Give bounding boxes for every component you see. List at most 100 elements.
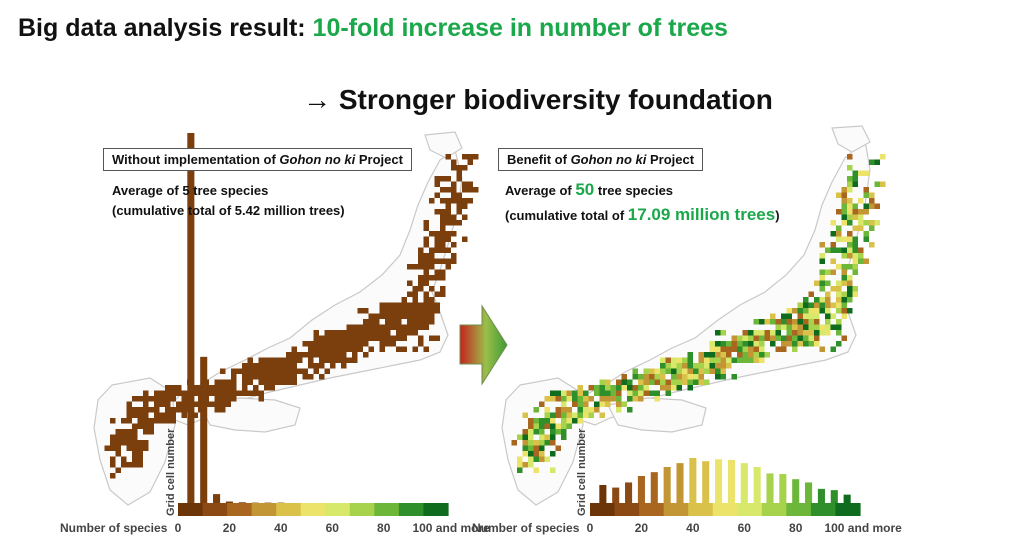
right-map-cell bbox=[687, 374, 693, 380]
left-map-cell bbox=[418, 324, 424, 330]
right-map-cell bbox=[704, 357, 710, 363]
left-map-cell bbox=[132, 429, 138, 435]
left-map-cell bbox=[363, 335, 369, 341]
right-histogram-scale-segment bbox=[823, 503, 837, 516]
right-map-cell bbox=[858, 198, 864, 204]
left-map-cell bbox=[231, 390, 237, 396]
left-map-cell bbox=[412, 330, 418, 336]
right-map-cell bbox=[830, 302, 836, 308]
left-map-cell bbox=[137, 407, 143, 413]
right-map-cell bbox=[555, 412, 561, 418]
right-map-cell bbox=[874, 181, 880, 187]
right-map-cell bbox=[616, 401, 622, 407]
left-map-cell bbox=[225, 385, 231, 391]
right-map-cell bbox=[671, 357, 677, 363]
left-map-cell bbox=[330, 335, 336, 341]
right-map-cell bbox=[704, 363, 710, 369]
left-histogram bbox=[178, 133, 449, 516]
left-histogram-bar bbox=[200, 356, 208, 503]
left-map-cell bbox=[374, 319, 380, 325]
right-map-cell bbox=[825, 297, 831, 303]
right-map-cell bbox=[863, 209, 869, 215]
right-map-cell bbox=[643, 374, 649, 380]
title-highlight: 10-fold increase in number of trees bbox=[312, 14, 728, 42]
left-map-cell bbox=[418, 286, 424, 292]
right-map-cell bbox=[825, 302, 831, 308]
left-map-cell bbox=[401, 308, 407, 314]
right-map-cell bbox=[819, 280, 825, 286]
left-map-cell bbox=[385, 313, 391, 319]
right-map-cell bbox=[632, 396, 638, 402]
left-histogram-scale-segment bbox=[349, 503, 363, 516]
left-map-cell bbox=[209, 385, 215, 391]
right-map-cell bbox=[715, 352, 721, 358]
right-map-cell bbox=[830, 231, 836, 237]
left-map-cell bbox=[412, 346, 418, 352]
left-map-cell bbox=[440, 242, 446, 248]
left-map-cell bbox=[115, 429, 121, 435]
left-map-cell bbox=[264, 357, 270, 363]
right-total-value: 17.09 million trees bbox=[627, 205, 776, 224]
left-map-cell bbox=[231, 385, 237, 391]
right-map-cell bbox=[698, 379, 704, 385]
left-map-cell bbox=[368, 346, 374, 352]
right-map-cell bbox=[654, 390, 660, 396]
right-map-cell bbox=[841, 187, 847, 193]
right-map-cell bbox=[715, 363, 721, 369]
right-map-cell bbox=[830, 313, 836, 319]
left-map-cell bbox=[357, 330, 363, 336]
left-map-cell bbox=[258, 368, 264, 374]
right-map-cell bbox=[665, 363, 671, 369]
right-map-cell bbox=[627, 379, 633, 385]
right-histogram-scale-segment bbox=[675, 503, 689, 516]
right-map-cell bbox=[786, 313, 792, 319]
right-map-cell bbox=[847, 198, 853, 204]
left-map-cell bbox=[412, 313, 418, 319]
right-map-cell bbox=[539, 434, 545, 440]
left-map-cell bbox=[143, 396, 149, 402]
right-map-cell bbox=[874, 220, 880, 226]
right-map-cell bbox=[803, 341, 809, 347]
left-map-cell bbox=[154, 390, 160, 396]
right-map-cell bbox=[522, 434, 528, 440]
left-map-cell bbox=[418, 302, 424, 308]
right-map-cell bbox=[808, 324, 814, 330]
left-map-cell bbox=[429, 286, 435, 292]
left-map-cell bbox=[313, 368, 319, 374]
right-avg-prefix: Average of bbox=[505, 183, 576, 198]
right-map-cell bbox=[720, 346, 726, 352]
right-map-cell bbox=[632, 385, 638, 391]
right-map-cell bbox=[841, 313, 847, 319]
left-histogram-scale-segment bbox=[435, 503, 449, 516]
right-map-cell bbox=[781, 313, 787, 319]
left-map-cell bbox=[423, 280, 429, 286]
right-map-cell bbox=[726, 341, 732, 347]
right-map-cell bbox=[825, 319, 831, 325]
right-average-line: Average of 50 tree species bbox=[505, 178, 780, 203]
right-histogram-scale-segment bbox=[749, 503, 763, 516]
left-map-cell bbox=[324, 346, 330, 352]
right-map-cell bbox=[814, 324, 820, 330]
right-map-cell bbox=[852, 291, 858, 297]
left-map-cell bbox=[269, 379, 275, 385]
right-map-cell bbox=[594, 407, 600, 413]
right-map-cell bbox=[599, 412, 605, 418]
left-map-cell bbox=[126, 440, 132, 446]
right-map-cell bbox=[676, 368, 682, 374]
left-map-cell bbox=[374, 330, 380, 336]
right-map-cell bbox=[572, 396, 578, 402]
left-map-cell bbox=[456, 198, 462, 204]
right-map-cell bbox=[522, 462, 528, 468]
page-title: Big data analysis result: 10-fold increa… bbox=[18, 14, 728, 43]
left-map-cell bbox=[363, 330, 369, 336]
left-map-cell bbox=[434, 236, 440, 242]
left-map-cell bbox=[291, 379, 297, 385]
right-map-cell bbox=[847, 154, 853, 160]
right-map-cell bbox=[550, 412, 556, 418]
right-histogram-bar bbox=[766, 473, 774, 503]
left-map-cell bbox=[423, 291, 429, 297]
right-map-cell bbox=[522, 451, 528, 457]
left-map-cell bbox=[390, 313, 396, 319]
right-map-cell bbox=[687, 368, 693, 374]
right-map-cell bbox=[561, 396, 567, 402]
